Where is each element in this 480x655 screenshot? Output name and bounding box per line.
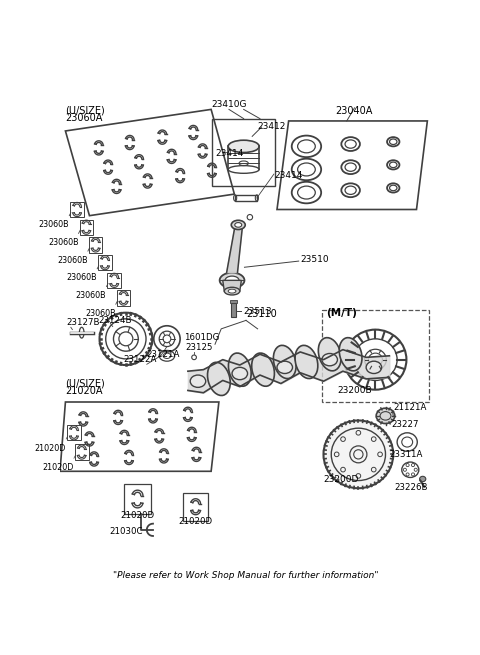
Bar (322, 310, 429, 402)
Ellipse shape (207, 362, 230, 396)
Ellipse shape (228, 353, 251, 386)
Bar (212, 119, 276, 187)
Text: 23060B: 23060B (76, 291, 107, 300)
Text: 23200B: 23200B (337, 386, 372, 395)
Text: 23513: 23513 (243, 307, 272, 316)
Text: 23410G: 23410G (211, 100, 247, 109)
Bar (230, 301, 238, 303)
Text: (U/SIZE): (U/SIZE) (65, 379, 105, 388)
Ellipse shape (277, 361, 292, 373)
Text: 23060B: 23060B (39, 220, 69, 229)
Ellipse shape (228, 290, 236, 293)
Bar (235, 195, 257, 201)
Bar (183, 493, 208, 521)
Polygon shape (223, 280, 241, 291)
Bar (89, 237, 102, 253)
Ellipse shape (252, 353, 275, 386)
Text: 23060B: 23060B (57, 255, 88, 265)
Bar (108, 272, 121, 288)
Bar (98, 255, 112, 271)
Ellipse shape (324, 421, 393, 488)
Text: 23311A: 23311A (390, 451, 423, 459)
Text: 23414: 23414 (274, 171, 302, 180)
Text: 23060A: 23060A (65, 113, 103, 123)
Ellipse shape (376, 408, 395, 424)
Bar (80, 219, 93, 235)
Bar (67, 425, 81, 441)
Text: 23122A: 23122A (123, 355, 157, 364)
Ellipse shape (232, 367, 248, 380)
Text: 23060B: 23060B (67, 273, 97, 282)
Text: 23226B: 23226B (395, 483, 428, 492)
Text: 23227: 23227 (391, 420, 419, 428)
Text: 23510: 23510 (300, 255, 329, 264)
Bar (75, 444, 88, 460)
Text: 21020D: 21020D (35, 443, 66, 453)
Text: 23121A: 23121A (147, 350, 180, 360)
Text: 23124B: 23124B (99, 316, 132, 326)
Text: 21121A: 21121A (393, 403, 427, 412)
Text: 23060B: 23060B (48, 238, 79, 247)
Text: 23127B: 23127B (66, 318, 100, 327)
Ellipse shape (295, 345, 318, 379)
Text: 23414: 23414 (215, 149, 243, 159)
Text: 21020D: 21020D (120, 510, 155, 519)
Ellipse shape (366, 361, 382, 373)
Text: 23125: 23125 (186, 343, 213, 352)
Ellipse shape (228, 140, 259, 153)
Polygon shape (227, 229, 242, 272)
Text: 21020D: 21020D (179, 517, 213, 526)
Ellipse shape (220, 272, 244, 288)
Ellipse shape (420, 476, 426, 481)
Text: 21020A: 21020A (65, 386, 103, 396)
Ellipse shape (190, 375, 206, 387)
Bar (231, 303, 236, 317)
Text: "Please refer to Work Shop Manual for further information": "Please refer to Work Shop Manual for fu… (113, 571, 379, 580)
Ellipse shape (235, 223, 242, 227)
Ellipse shape (224, 288, 240, 295)
Bar (70, 202, 84, 217)
Text: 23110: 23110 (246, 309, 277, 319)
Text: (M/T): (M/T) (326, 308, 358, 318)
Ellipse shape (274, 345, 296, 379)
Ellipse shape (339, 338, 362, 371)
Bar (117, 290, 131, 306)
Ellipse shape (318, 338, 341, 371)
Ellipse shape (225, 276, 239, 284)
Text: (U/SIZE): (U/SIZE) (65, 105, 105, 115)
Text: 1601DG: 1601DG (184, 333, 219, 343)
Ellipse shape (231, 220, 245, 229)
Text: 23040A: 23040A (335, 105, 372, 115)
Text: 21030C: 21030C (109, 527, 143, 536)
Ellipse shape (322, 354, 337, 365)
Bar (123, 483, 152, 514)
Text: 23412: 23412 (258, 122, 286, 132)
Text: 21020D: 21020D (43, 463, 74, 472)
Text: 23200D: 23200D (324, 475, 359, 484)
Text: 23060B: 23060B (85, 309, 116, 318)
